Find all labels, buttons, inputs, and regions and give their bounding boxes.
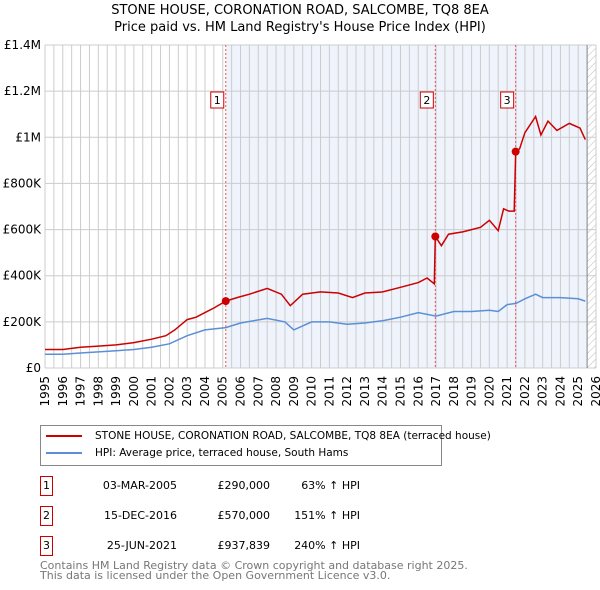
x-tick-label: 2019	[465, 376, 479, 407]
sale-point	[511, 147, 520, 156]
sale-point	[431, 232, 440, 241]
x-tick-label: 2001	[145, 376, 159, 407]
x-tick-label: 2007	[251, 376, 265, 407]
sale-date: 15-DEC-2016	[103, 509, 177, 522]
sale-number: 3	[40, 536, 53, 556]
sale-label-box	[419, 91, 434, 109]
x-tick-label: 2023	[536, 376, 550, 407]
x-tick-label: 2015	[393, 376, 407, 407]
y-tick-label: £0	[26, 361, 41, 375]
x-tick-label: 2013	[358, 376, 372, 407]
x-tick-label: 2003	[180, 376, 194, 407]
future-hatch	[587, 45, 596, 368]
price-chart: £0 £200K £400K £600K £800K £1M £1.2M £1.4M 1995 1…	[3, 38, 600, 407]
blue-line-swatch	[46, 452, 82, 454]
y-tick-label: £800K	[3, 176, 43, 190]
x-tick-label: 2000	[127, 376, 141, 407]
footer-line-2: This data is licensed under the Open Gov…	[40, 569, 391, 582]
sale-label-box	[500, 91, 515, 109]
y-tick-label: £1.4M	[4, 38, 41, 52]
x-tick-label: 2010	[305, 376, 319, 407]
sale-label: 2	[423, 94, 430, 107]
y-tick-label: £200K	[3, 315, 43, 329]
sale-hpi-change: 240% ↑ HPI	[294, 539, 360, 552]
property-price-line	[45, 114, 586, 351]
legend-label: STONE HOUSE, CORONATION ROAD, SALCOMBE, …	[95, 430, 491, 442]
sale-date: 25-JUN-2021	[106, 539, 177, 552]
legend: STONE HOUSE, CORONATION ROAD, SALCOMBE, …	[40, 425, 491, 466]
sale-label: 3	[504, 94, 511, 107]
hpi-line	[45, 293, 586, 355]
red-line-swatch	[46, 435, 82, 437]
x-tick-label: 2022	[518, 376, 532, 407]
y-tick-label: £400K	[3, 269, 43, 283]
x-tick-label: 2008	[269, 376, 283, 407]
x-tick-label: 2009	[287, 376, 301, 407]
sale-hpi-change: 151% ↑ HPI	[294, 509, 360, 522]
sale-number: 1	[40, 476, 53, 496]
x-tick-label: 1996	[56, 376, 70, 407]
y-tick-label: £1M	[15, 130, 41, 144]
x-tick-label: 2011	[322, 376, 336, 407]
sale-price: £570,000	[217, 509, 271, 522]
x-tick-label: 2012	[340, 376, 354, 407]
x-tick-label: 2025	[571, 376, 585, 407]
x-tick-label: 2014	[376, 376, 390, 407]
x-tick-label: 2006	[234, 376, 248, 407]
footer: Contains HM Land Registry data © Crown c…	[40, 559, 468, 582]
legend-label: HPI: Average price, terraced house, Sout…	[95, 447, 349, 459]
x-tick-label: 2016	[411, 376, 425, 407]
x-tick-label: 1997	[74, 376, 88, 407]
ownership-shade	[225, 45, 588, 368]
x-tick-label: 2002	[162, 376, 176, 407]
footer-line-1: Contains HM Land Registry data © Crown c…	[40, 559, 468, 572]
x-tick-label: 2020	[482, 376, 496, 407]
x-tick-label: 1998	[91, 376, 105, 407]
x-tick-label: 2017	[429, 376, 443, 407]
x-tick-label: 2024	[553, 376, 567, 407]
sale-hpi-change: 63% ↑ HPI	[301, 479, 360, 492]
sale-label: 1	[214, 94, 221, 107]
sale-price: £937,839	[217, 539, 271, 552]
x-tick-label: 2026	[589, 376, 600, 407]
sale-date: 03-MAR-2005	[102, 479, 177, 492]
x-tick-label: 2018	[447, 376, 461, 407]
sale-number: 2	[40, 506, 53, 526]
chart-title: STONE HOUSE, CORONATION ROAD, SALCOMBE, …	[0, 2, 600, 36]
title: STONE HOUSE, CORONATION ROAD, SALCOMBE, …	[111, 3, 489, 18]
sale-label-box	[210, 91, 225, 109]
x-tick-label: 2004	[198, 376, 212, 407]
y-tick-label: £1.2M	[4, 84, 41, 98]
x-tick-label: 2021	[500, 376, 514, 407]
subtitle: Price paid vs. HM Land Registry's House …	[114, 20, 486, 35]
sale-point	[221, 297, 230, 306]
sale-price: £290,000	[217, 479, 271, 492]
x-tick-label: 2005	[216, 376, 230, 407]
x-tick-label: 1995	[38, 376, 52, 407]
x-tick-label: 1999	[109, 376, 123, 407]
y-tick-label: £600K	[3, 223, 43, 237]
